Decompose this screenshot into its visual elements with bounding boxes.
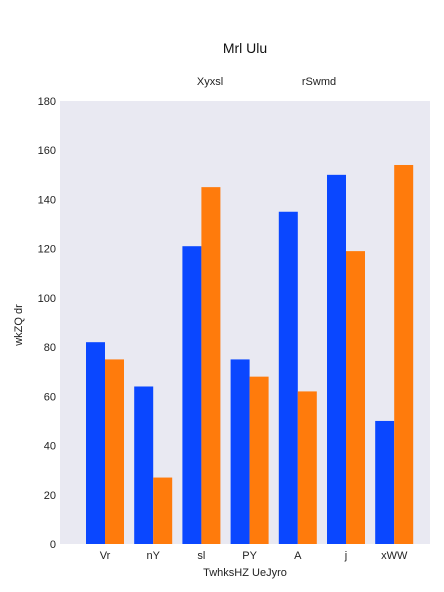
bar-series-1-j (327, 174, 346, 545)
bar-series-2-j (346, 251, 365, 544)
y-axis: 0 20 40 60 80 100 120 140 160 180 (38, 96, 56, 551)
y-tick-label: 0 (50, 539, 56, 551)
bar-series-2-sl (201, 187, 221, 544)
bar-series-2-PY (249, 376, 269, 544)
x-tick-label: nY (146, 550, 160, 562)
y-tick-label: 180 (38, 96, 56, 108)
y-tick-label: 20 (44, 490, 56, 502)
chart-title: Mrl Ulu (223, 40, 267, 56)
x-tick-label: j (344, 550, 347, 562)
y-tick-label: 100 (38, 293, 56, 305)
bar-series-1-xWW (375, 420, 395, 544)
bar-series-1-sl (182, 246, 202, 544)
bars (86, 164, 414, 545)
x-tick-label: sl (197, 550, 205, 562)
x-tick-label: Vr (100, 550, 111, 562)
y-axis-label: wkZQ dr (13, 304, 25, 347)
y-tick-label: 80 (44, 342, 56, 354)
x-tick-label: A (294, 550, 302, 562)
y-tick-label: 140 (38, 194, 56, 206)
y-tick-label: 120 (38, 244, 56, 256)
y-tick-label: 160 (38, 145, 56, 157)
y-tick-label: 60 (44, 391, 56, 403)
bar-series-2-nY (153, 477, 173, 544)
bar-series-2-A (297, 391, 317, 544)
x-tick-label: PY (242, 550, 257, 562)
bar-series-1-Vr (86, 342, 105, 544)
y-tick-label: 40 (44, 441, 56, 453)
bar-series-1-PY (230, 359, 250, 544)
bar-series-2-Vr (105, 359, 124, 544)
x-tick-label: xWW (381, 550, 408, 562)
x-axis-label: TwhksHZ UeJyro (203, 567, 287, 579)
legend: Xyxsl rSwmd (197, 76, 336, 88)
bar-series-1-nY (134, 386, 154, 544)
bar-series-2-xWW (394, 164, 414, 544)
bar-series-1-A (278, 211, 298, 544)
legend-label-series-2: rSwmd (302, 76, 336, 88)
legend-label-series-1: Xyxsl (197, 76, 223, 88)
